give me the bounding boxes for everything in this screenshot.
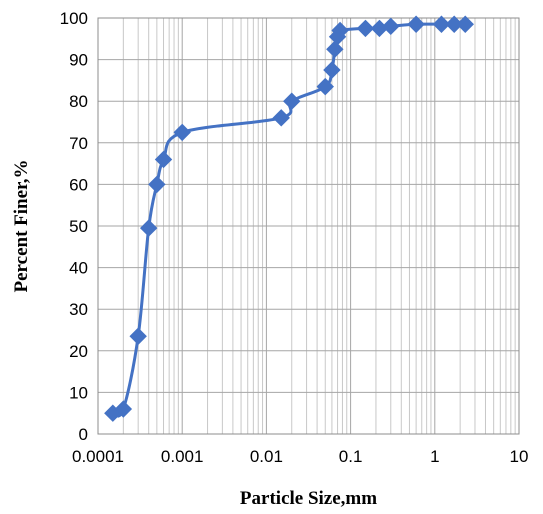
x-axis-title: Particle Size,mm [240, 488, 377, 509]
x-tick-label: 0.01 [250, 447, 283, 466]
data-point [382, 17, 400, 36]
data-point [456, 15, 474, 33]
series-percent-finer [104, 15, 474, 422]
data-point [114, 400, 133, 418]
y-tick-label: 100 [60, 9, 88, 28]
data-point [129, 327, 147, 345]
data-point [148, 175, 166, 194]
y-axis-title: Percent Finer,% [11, 160, 32, 293]
x-tick-labels: 0.0001 0.001 0.01 0.1 1 10 [72, 447, 528, 466]
data-point [272, 109, 290, 127]
x-tick-label: 0.001 [161, 447, 204, 466]
data-point [139, 219, 158, 237]
data-point [356, 19, 375, 38]
plot-border [97, 17, 520, 435]
y-tick-label: 0 [79, 425, 88, 444]
data-point [326, 40, 344, 58]
plot-frame [97, 17, 520, 435]
y-tick-label: 20 [69, 342, 88, 361]
series-line [112, 22, 466, 418]
y-tick-label: 80 [69, 92, 88, 111]
y-tick-label: 50 [69, 217, 88, 236]
data-point [173, 123, 191, 142]
y-tick-label: 10 [69, 383, 88, 402]
y-tick-label: 30 [69, 300, 88, 319]
data-point [432, 15, 451, 33]
x-tick-label: 0.0001 [72, 447, 124, 466]
grid [97, 17, 520, 435]
y-tick-label: 60 [69, 175, 88, 194]
y-tick-labels: 0 10 20 30 40 50 60 70 80 90 100 [60, 9, 88, 444]
x-tick-label: 1 [430, 447, 439, 466]
y-tick-label: 70 [69, 134, 88, 153]
y-tick-label: 40 [69, 259, 88, 278]
data-point [283, 92, 301, 110]
x-tick-label: 10 [510, 447, 529, 466]
data-point [331, 21, 349, 40]
y-tick-label: 90 [69, 51, 88, 70]
data-point [407, 15, 425, 33]
data-point [154, 150, 173, 169]
x-tick-label: 0.1 [339, 447, 363, 466]
data-point [323, 61, 341, 79]
data-point [316, 77, 334, 96]
